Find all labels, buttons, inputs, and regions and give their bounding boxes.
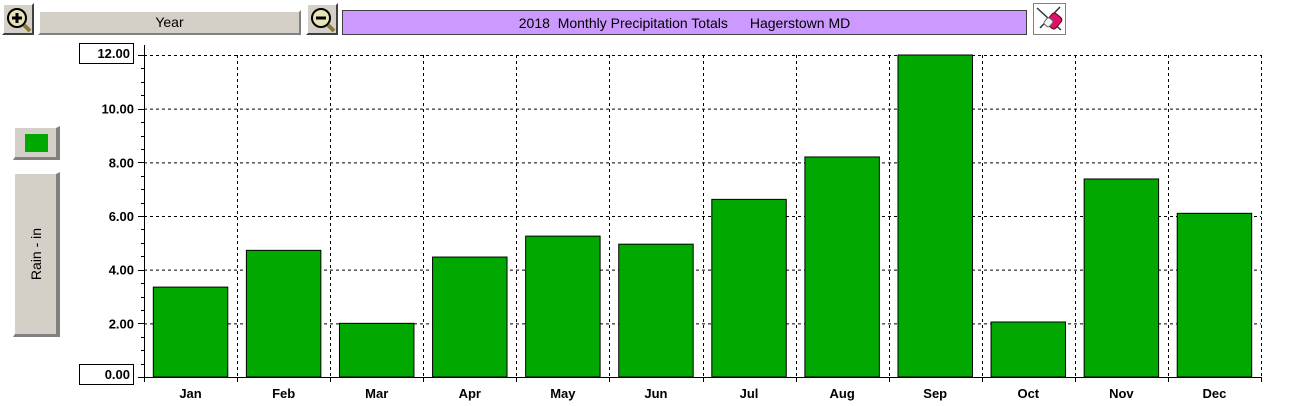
y-axis-label-button[interactable]: Rain - in xyxy=(13,172,60,337)
x-tick-label: Mar xyxy=(365,386,388,401)
zoom-in-icon xyxy=(7,8,32,33)
erase-tool-button[interactable] xyxy=(1033,3,1066,35)
x-tick-label: Sep xyxy=(923,386,947,401)
zoom-out-button[interactable] xyxy=(306,3,338,35)
legend-swatch xyxy=(25,134,48,152)
x-tick-label: Jan xyxy=(179,386,201,401)
y-max-value[interactable]: 12.00 xyxy=(79,43,134,64)
chart-title: 2018 Monthly Precipitation Totals xyxy=(518,14,728,31)
chart-title-bar: 2018 Monthly Precipitation Totals Hagers… xyxy=(342,10,1027,35)
x-tick-label: Jun xyxy=(644,386,667,401)
axes xyxy=(138,45,1262,382)
y-tick-label: 10.00 xyxy=(101,102,134,117)
x-tick-label: Aug xyxy=(829,386,854,401)
bar-jul[interactable] xyxy=(711,198,787,378)
bar-feb[interactable] xyxy=(245,249,322,378)
bar-mar[interactable] xyxy=(338,322,415,378)
y-tick-label: 8.00 xyxy=(109,155,134,170)
zoom-in-button[interactable] xyxy=(2,3,34,35)
x-tick-label: Nov xyxy=(1109,386,1134,401)
chart-location: Hagerstown MD xyxy=(749,14,851,31)
period-selector-button[interactable]: Year xyxy=(38,10,301,35)
x-tick-label: Oct xyxy=(1017,386,1039,401)
bar-jun[interactable] xyxy=(618,243,694,378)
grid-lines xyxy=(144,55,1262,377)
y-tick-label: 2.00 xyxy=(109,316,134,331)
y-tick-label: 4.00 xyxy=(109,263,134,278)
bar-nov[interactable] xyxy=(1083,178,1160,378)
erase-tool-icon xyxy=(1036,6,1063,31)
bar-apr[interactable] xyxy=(432,256,508,378)
x-tick-label: Jul xyxy=(740,386,759,401)
y-tick-label: 6.00 xyxy=(109,209,134,224)
series-color-button[interactable] xyxy=(13,126,60,160)
axis-labels: 2.00 4.00 6.00 8.00 10.00 Jan Feb Mar Apr May Jun J… xyxy=(101,102,1226,401)
y-min-value[interactable]: 0.00 xyxy=(79,364,134,385)
x-tick-label: Dec xyxy=(1203,386,1227,401)
bar-aug[interactable] xyxy=(804,156,880,378)
bar-jan[interactable] xyxy=(152,286,229,378)
x-tick-label: Apr xyxy=(459,386,481,401)
bar-may[interactable] xyxy=(525,235,601,378)
x-tick-label: May xyxy=(550,386,576,401)
bar-sep[interactable] xyxy=(897,54,973,378)
bar-oct[interactable] xyxy=(990,321,1067,378)
bar-dec[interactable] xyxy=(1176,212,1253,378)
bars xyxy=(152,54,1253,378)
zoom-out-icon xyxy=(311,8,336,33)
x-tick-label: Feb xyxy=(272,386,295,401)
